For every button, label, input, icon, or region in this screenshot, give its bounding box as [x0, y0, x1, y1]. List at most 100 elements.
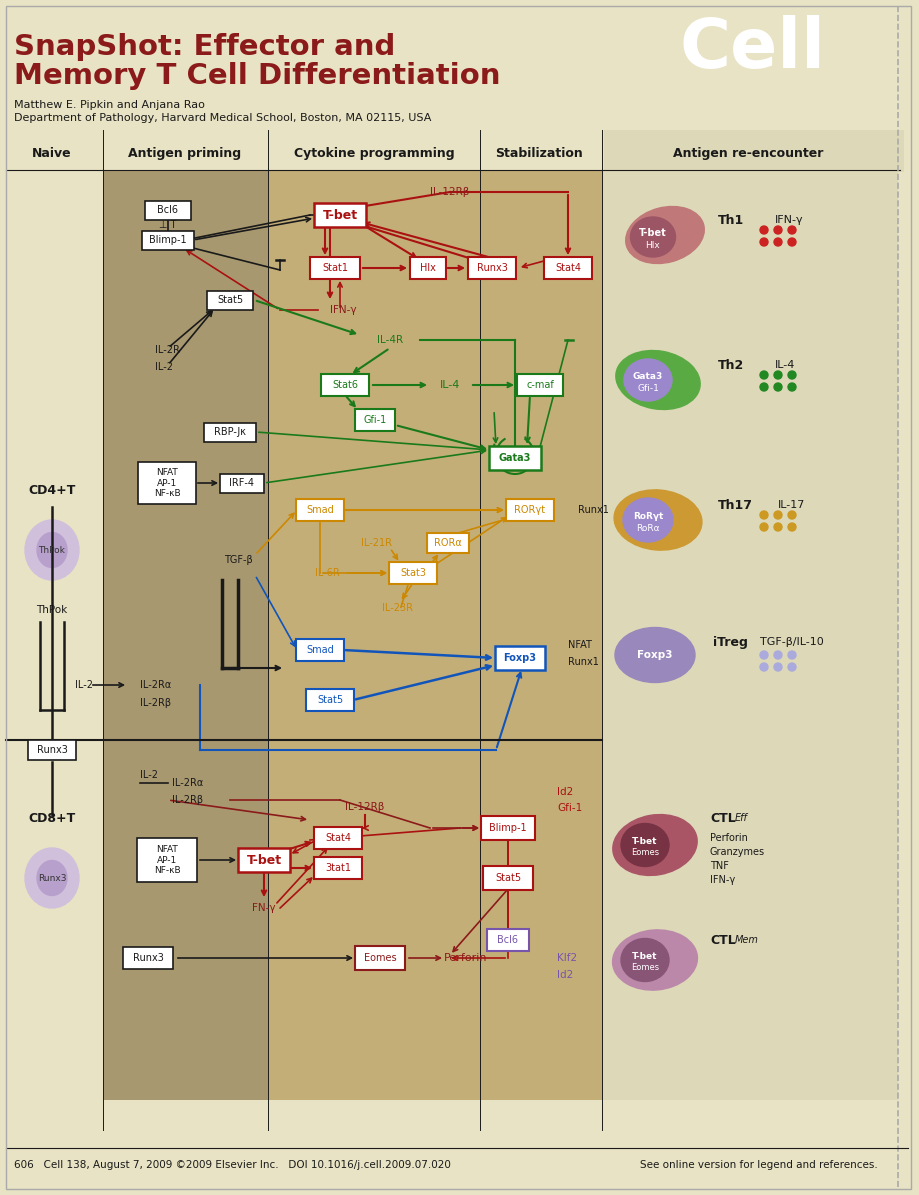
Circle shape	[773, 523, 781, 531]
FancyBboxPatch shape	[389, 562, 437, 584]
Text: Gfi-1: Gfi-1	[636, 384, 658, 392]
Bar	[602, 170, 897, 1101]
Ellipse shape	[623, 358, 671, 402]
Text: Runx1: Runx1	[577, 505, 608, 515]
Text: Stat6: Stat6	[332, 380, 357, 390]
FancyBboxPatch shape	[306, 690, 354, 711]
Bar	[103, 170, 267, 1101]
Ellipse shape	[620, 938, 668, 981]
Text: NFAT: NFAT	[567, 641, 591, 650]
Text: IL-2Rα: IL-2Rα	[172, 778, 203, 788]
Ellipse shape	[25, 848, 79, 908]
Text: IL-2Rα: IL-2Rα	[140, 680, 171, 690]
Text: Eomes: Eomes	[630, 962, 658, 972]
Text: IL-4R: IL-4R	[377, 335, 403, 345]
FancyBboxPatch shape	[481, 816, 535, 840]
Text: IL-17: IL-17	[777, 500, 804, 510]
Circle shape	[773, 384, 781, 391]
Text: CTL: CTL	[709, 811, 735, 825]
Text: Bcl6: Bcl6	[497, 934, 518, 945]
Text: RORγt: RORγt	[514, 505, 545, 515]
FancyBboxPatch shape	[486, 929, 528, 951]
FancyBboxPatch shape	[543, 257, 591, 278]
FancyBboxPatch shape	[137, 838, 197, 882]
Text: NFAT
AP-1
NF-κB: NFAT AP-1 NF-κB	[153, 468, 180, 498]
Circle shape	[788, 384, 795, 391]
FancyBboxPatch shape	[142, 231, 194, 250]
Text: IL-23R: IL-23R	[382, 603, 413, 613]
Text: IL-4: IL-4	[439, 380, 460, 390]
Ellipse shape	[25, 520, 79, 580]
Circle shape	[759, 651, 767, 658]
FancyBboxPatch shape	[494, 646, 544, 670]
Circle shape	[759, 663, 767, 672]
Text: Eomes: Eomes	[363, 952, 396, 963]
Text: IL-4: IL-4	[774, 360, 795, 370]
Text: Antigen re-encounter: Antigen re-encounter	[672, 147, 823, 159]
Text: Eff: Eff	[734, 813, 747, 823]
Text: IL-2R: IL-2R	[154, 345, 180, 355]
Text: Bcl6: Bcl6	[157, 206, 178, 215]
Text: IFN-γ: IFN-γ	[774, 215, 803, 225]
Text: CD4+T: CD4+T	[28, 484, 75, 496]
Text: IFN-γ: IFN-γ	[330, 305, 357, 315]
FancyBboxPatch shape	[355, 409, 394, 431]
Ellipse shape	[613, 490, 701, 550]
Text: NFAT
AP-1
NF-κB: NFAT AP-1 NF-κB	[153, 845, 180, 875]
Text: T-bet: T-bet	[631, 951, 657, 961]
Text: RoRγt: RoRγt	[632, 511, 663, 521]
Ellipse shape	[37, 533, 67, 568]
FancyBboxPatch shape	[321, 374, 369, 396]
Text: T-bet: T-bet	[246, 853, 281, 866]
Text: Mem: Mem	[734, 934, 758, 945]
Text: Th17: Th17	[717, 498, 752, 511]
Circle shape	[759, 226, 767, 234]
Circle shape	[759, 511, 767, 519]
Text: Hlx: Hlx	[645, 240, 660, 250]
Ellipse shape	[622, 498, 673, 543]
Ellipse shape	[612, 815, 697, 876]
Text: FN-γ: FN-γ	[252, 903, 276, 913]
Text: 606   Cell 138, August 7, 2009 ©2009 Elsevier Inc.   DOI 10.1016/j.cell.2009.07.: 606 Cell 138, August 7, 2009 ©2009 Elsev…	[14, 1160, 450, 1170]
Circle shape	[759, 370, 767, 379]
Text: c-maf: c-maf	[526, 380, 553, 390]
Circle shape	[773, 238, 781, 246]
Text: CTL: CTL	[709, 933, 735, 946]
Text: Stat4: Stat4	[324, 833, 351, 842]
Text: IFN-γ: IFN-γ	[709, 875, 734, 885]
Text: IL-2Rβ: IL-2Rβ	[140, 698, 171, 707]
Text: Hlx: Hlx	[420, 263, 436, 272]
Text: Perforin: Perforin	[709, 833, 747, 842]
Text: T-bet: T-bet	[322, 208, 357, 221]
Text: Th2: Th2	[717, 358, 743, 372]
FancyBboxPatch shape	[207, 290, 253, 310]
Circle shape	[759, 384, 767, 391]
Circle shape	[788, 523, 795, 531]
FancyBboxPatch shape	[296, 639, 344, 661]
Text: Granzymes: Granzymes	[709, 847, 765, 857]
Text: IL-12Rβ: IL-12Rβ	[430, 186, 470, 197]
Text: Foxp3: Foxp3	[637, 650, 672, 660]
Text: Foxp3: Foxp3	[503, 652, 536, 663]
FancyBboxPatch shape	[505, 500, 553, 521]
Ellipse shape	[615, 350, 699, 410]
Text: IL-6R: IL-6R	[314, 568, 339, 578]
Circle shape	[788, 511, 795, 519]
Text: Gfi-1: Gfi-1	[556, 803, 582, 813]
Text: IL-2: IL-2	[154, 362, 173, 372]
FancyBboxPatch shape	[28, 740, 76, 760]
Circle shape	[773, 651, 781, 658]
Text: Runx3: Runx3	[132, 952, 164, 963]
FancyBboxPatch shape	[220, 473, 264, 492]
Text: CD8+T: CD8+T	[28, 811, 75, 825]
Text: Stat4: Stat4	[554, 263, 581, 272]
Text: Stat3: Stat3	[400, 568, 425, 578]
Text: T-bet: T-bet	[639, 228, 666, 238]
Text: T-bet: T-bet	[631, 836, 657, 846]
Text: IRF-4: IRF-4	[229, 478, 255, 488]
Ellipse shape	[620, 823, 668, 866]
Circle shape	[788, 370, 795, 379]
Text: Stat5: Stat5	[316, 695, 343, 705]
Text: IL-21R: IL-21R	[361, 538, 392, 549]
FancyBboxPatch shape	[355, 946, 404, 970]
